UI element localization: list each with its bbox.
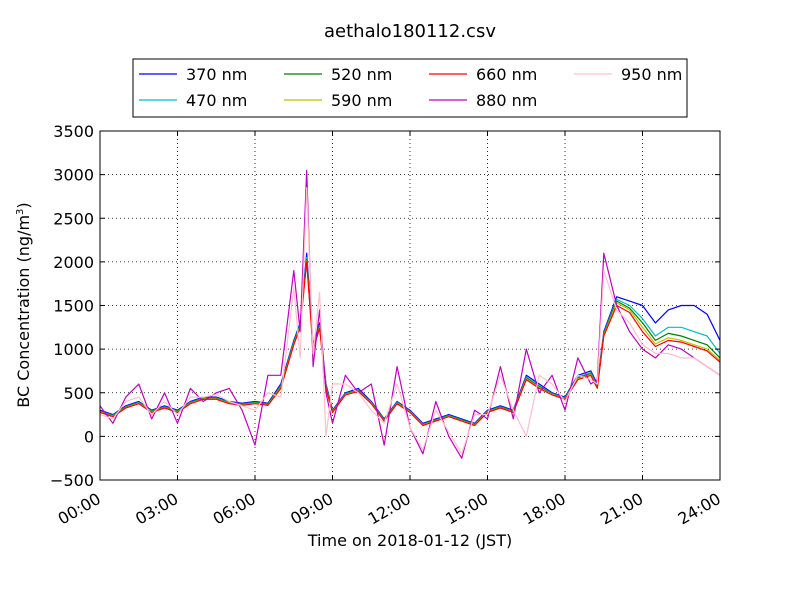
- y-tick-label: 3500: [53, 122, 94, 141]
- y-tick-label: −500: [50, 471, 94, 490]
- legend-label: 950 nm: [621, 65, 682, 84]
- y-axis-label: BC Concentration (ng/m3): [14, 202, 33, 407]
- x-tick-label: 24:00: [675, 489, 724, 529]
- legend-label: 660 nm: [476, 65, 537, 84]
- y-tick-label: 2500: [53, 209, 94, 228]
- legend-label: 370 nm: [186, 65, 247, 84]
- series-line-370-nm: [99, 252, 721, 424]
- legend-label: 520 nm: [331, 65, 392, 84]
- chart-title: aethalo180112.csv: [324, 21, 496, 42]
- y-axis-label-tail: ): [14, 202, 33, 208]
- y-tick-label: 1000: [53, 340, 94, 359]
- x-tick-label: 00:00: [55, 489, 104, 529]
- x-tick-label: 06:00: [210, 489, 259, 529]
- legend-label: 880 nm: [476, 91, 537, 110]
- y-tick-label: 2000: [53, 253, 94, 272]
- x-tick-label: 12:00: [365, 489, 414, 529]
- y-tick-label: 500: [63, 384, 94, 403]
- x-tick-label: 21:00: [597, 489, 646, 529]
- y-tick-label: 1500: [53, 297, 94, 316]
- axes: 00:00 03:00 06:00 09:00 12:00 15:00 18:00 21:00…: [50, 122, 724, 529]
- legend: 370 nm 470 nm 520 nm 590 nm 660 nm 880 nm 950 …: [132, 58, 688, 118]
- legend-box: [132, 58, 688, 118]
- x-tick-label: 18:00: [520, 489, 569, 529]
- y-tick-label: 3000: [53, 166, 94, 185]
- x-tick-label: 09:00: [287, 489, 336, 529]
- series-line-950-nm: [99, 187, 721, 455]
- x-axis-label: Time on 2018-01-12 (JST): [307, 531, 512, 550]
- x-tick-label: 15:00: [442, 489, 491, 529]
- y-axis-label-superscript: 3: [15, 209, 26, 215]
- y-axis-label-main: BC Concentration (ng/m: [14, 215, 33, 408]
- y-tick-label: 0: [84, 427, 94, 446]
- legend-label: 470 nm: [186, 91, 247, 110]
- x-tick-label: 03:00: [132, 489, 181, 529]
- series-lines: [99, 169, 721, 459]
- legend-label: 590 nm: [331, 91, 392, 110]
- series-line-660-nm: [99, 261, 721, 427]
